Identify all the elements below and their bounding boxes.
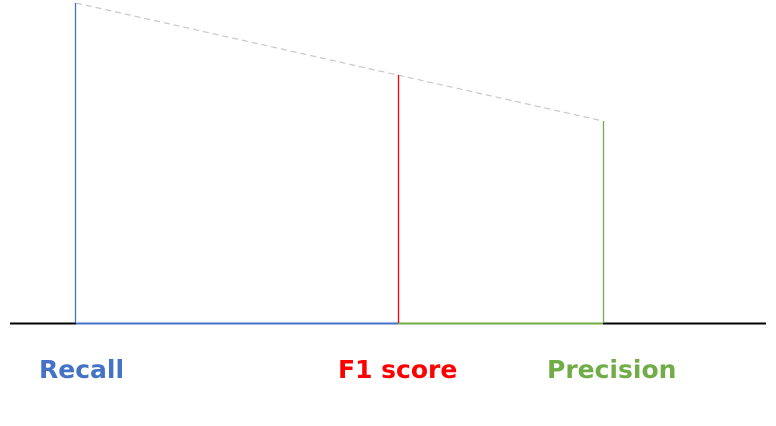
dashed-top-line <box>75 2 604 122</box>
recall-label: Recall <box>39 355 125 384</box>
precision-label: Precision <box>547 355 677 384</box>
f1-score-label: F1 score <box>338 355 458 384</box>
